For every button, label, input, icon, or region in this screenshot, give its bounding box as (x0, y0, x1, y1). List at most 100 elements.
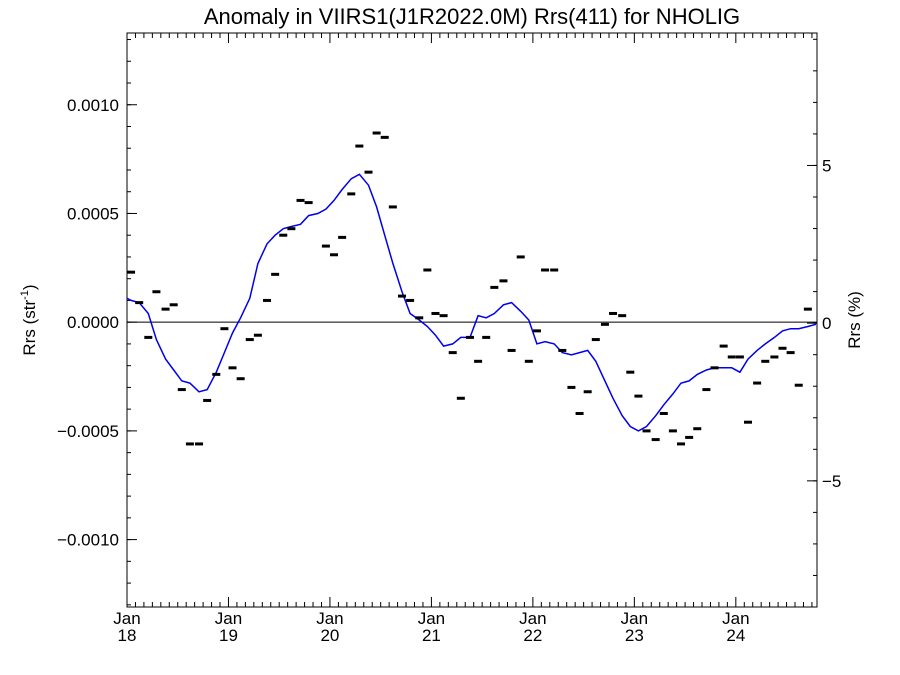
left-tick-label: 0.0010 (67, 96, 119, 115)
monthly-anomaly-point (271, 272, 280, 276)
left-tick-label: −0.0005 (57, 422, 119, 441)
x-tick-month-label: Jan (519, 609, 546, 628)
monthly-anomaly-point (355, 144, 364, 148)
x-tick-year-label: 20 (320, 626, 339, 645)
monthly-anomaly-point (161, 307, 170, 311)
monthly-anomaly-point (185, 442, 194, 446)
x-tick-year-label: 23 (625, 626, 644, 645)
monthly-anomaly-point (431, 311, 440, 315)
monthly-anomaly-point (583, 390, 592, 394)
monthly-anomaly-point (177, 388, 186, 392)
chart-title: Anomaly in VIIRS1(J1R2022.0M) Rrs(411) f… (204, 4, 740, 29)
monthly-anomaly-point (195, 442, 204, 446)
monthly-anomaly-point (127, 270, 136, 274)
x-tick-year-label: 21 (422, 626, 441, 645)
monthly-anomaly-point (456, 396, 465, 400)
monthly-anomaly-point (220, 327, 229, 331)
monthly-anomaly-point (677, 442, 686, 446)
monthly-anomaly-point (702, 388, 711, 392)
monthly-anomaly-point (591, 338, 600, 342)
right-tick-label: 0 (822, 314, 831, 333)
monthly-anomaly-point (490, 285, 499, 289)
monthly-anomaly-point (516, 255, 525, 259)
monthly-anomaly-point (524, 359, 533, 363)
monthly-anomaly-point (634, 394, 643, 398)
monthly-anomaly-point (338, 235, 347, 239)
x-tick-month-label: Jan (215, 609, 242, 628)
plot-frame (126, 32, 818, 608)
monthly-anomaly-point (642, 429, 651, 433)
monthly-anomaly-point (794, 383, 803, 387)
monthly-anomaly-point (372, 131, 381, 135)
monthly-anomaly-point (448, 351, 457, 355)
monthly-anomaly-point (152, 290, 161, 294)
monthly-anomaly-point (397, 294, 406, 298)
monthly-anomaly-point (668, 429, 677, 433)
monthly-anomaly-point (364, 170, 373, 174)
monthly-anomaly-point (474, 359, 483, 363)
monthly-anomaly-point (778, 346, 787, 350)
monthly-anomaly-point (727, 355, 736, 359)
monthly-anomaly-point (347, 192, 356, 196)
monthly-anomaly-point (693, 427, 702, 431)
monthly-anomaly-point (203, 398, 212, 402)
monthly-anomaly-point (263, 298, 272, 302)
monthly-anomaly-point (744, 420, 752, 424)
monthly-anomaly-point (719, 344, 728, 348)
monthly-anomaly-point (651, 438, 660, 442)
x-tick-month-label: Jan (113, 609, 140, 628)
monthly-anomaly-point (499, 279, 508, 283)
monthly-anomaly-point (786, 351, 795, 355)
right-tick-label: 5 (822, 156, 831, 175)
monthly-anomaly-point (388, 205, 397, 209)
x-tick-year-label: 18 (118, 626, 137, 645)
monthly-anomaly-point (558, 348, 567, 352)
monthly-anomaly-point (567, 385, 576, 389)
monthly-anomaly-point (380, 135, 389, 139)
monthly-anomaly-point (144, 335, 153, 339)
anomaly-line-series (126, 173, 817, 432)
plot-area (126, 32, 818, 608)
monthly-anomaly-point (710, 366, 719, 370)
monthly-anomaly-point (541, 268, 550, 272)
x-tick-month-label: Jan (316, 609, 343, 628)
left-tick-label: 0.0005 (67, 204, 119, 223)
monthly-anomaly-point (287, 227, 296, 231)
x-tick-month-label: Jan (722, 609, 749, 628)
x-tick-month-label: Jan (418, 609, 445, 628)
monthly-anomaly-point (735, 355, 744, 359)
monthly-anomaly-point (253, 333, 262, 337)
monthly-anomaly-point (423, 268, 432, 272)
x-tick-year-label: 19 (219, 626, 238, 645)
monthly-anomaly-point (279, 233, 288, 237)
x-tick-year-label: 24 (726, 626, 745, 645)
monthly-anomaly-point (659, 411, 668, 415)
monthly-anomaly-point (507, 348, 516, 352)
monthly-anomaly-point (135, 301, 144, 305)
monthly-anomaly-point (770, 355, 779, 359)
monthly-anomaly-point (761, 359, 770, 363)
left-tick-label: 0.0000 (67, 313, 119, 332)
monthly-anomaly-point (753, 381, 762, 385)
monthly-anomaly-point (304, 201, 313, 205)
monthly-anomaly-point (600, 322, 609, 326)
monthly-anomaly-point (296, 198, 305, 202)
monthly-anomaly-point (439, 314, 448, 318)
monthly-anomaly-point (550, 268, 559, 272)
monthly-anomaly-point (803, 307, 812, 311)
monthly-anomaly-point (406, 298, 415, 302)
monthly-anomaly-point (321, 244, 330, 248)
smoothed-anomaly-line (126, 173, 817, 432)
monthly-anomaly-point (618, 314, 627, 318)
right-y-axis-label: Rrs (%) (845, 291, 864, 349)
monthly-anomaly-point (575, 411, 584, 415)
left-tick-label: −0.0010 (57, 531, 119, 550)
monthly-anomaly-point (685, 435, 694, 439)
monthly-anomaly-point (415, 316, 424, 320)
monthly-anomaly-point (245, 338, 254, 342)
x-tick-year-label: 22 (523, 626, 542, 645)
monthly-anomaly-point (228, 366, 237, 370)
anomaly-point-series (127, 131, 812, 446)
